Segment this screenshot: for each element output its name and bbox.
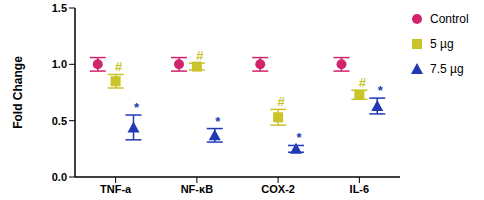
svg-text:1.0: 1.0 [52,58,67,70]
svg-text:#: # [115,59,123,74]
html-text:7.5 µg: 7.5 µg [430,61,464,76]
html-text:Control: Control [430,11,469,26]
svg-text:TNF-a: TNF-a [100,183,132,195]
svg-text:*: * [134,100,140,115]
html-text:5 µg: 5 µg [430,36,454,51]
svg-text:*: * [215,114,221,129]
svg-text:NF-κB: NF-κB [181,183,213,195]
svg-text:*: * [378,83,384,98]
svg-text:COX-2: COX-2 [261,183,295,195]
svg-text:Fold Change: Fold Change [11,56,25,129]
svg-text:IL-6: IL-6 [350,183,370,195]
svg-text:#: # [278,94,286,109]
svg-text:0.5: 0.5 [52,115,67,127]
svg-text:*: * [296,130,302,145]
svg-text:1.5: 1.5 [52,2,67,14]
svg-text:#: # [359,75,367,90]
svg-text:0.0: 0.0 [52,171,67,183]
svg-text:#: # [196,48,204,63]
